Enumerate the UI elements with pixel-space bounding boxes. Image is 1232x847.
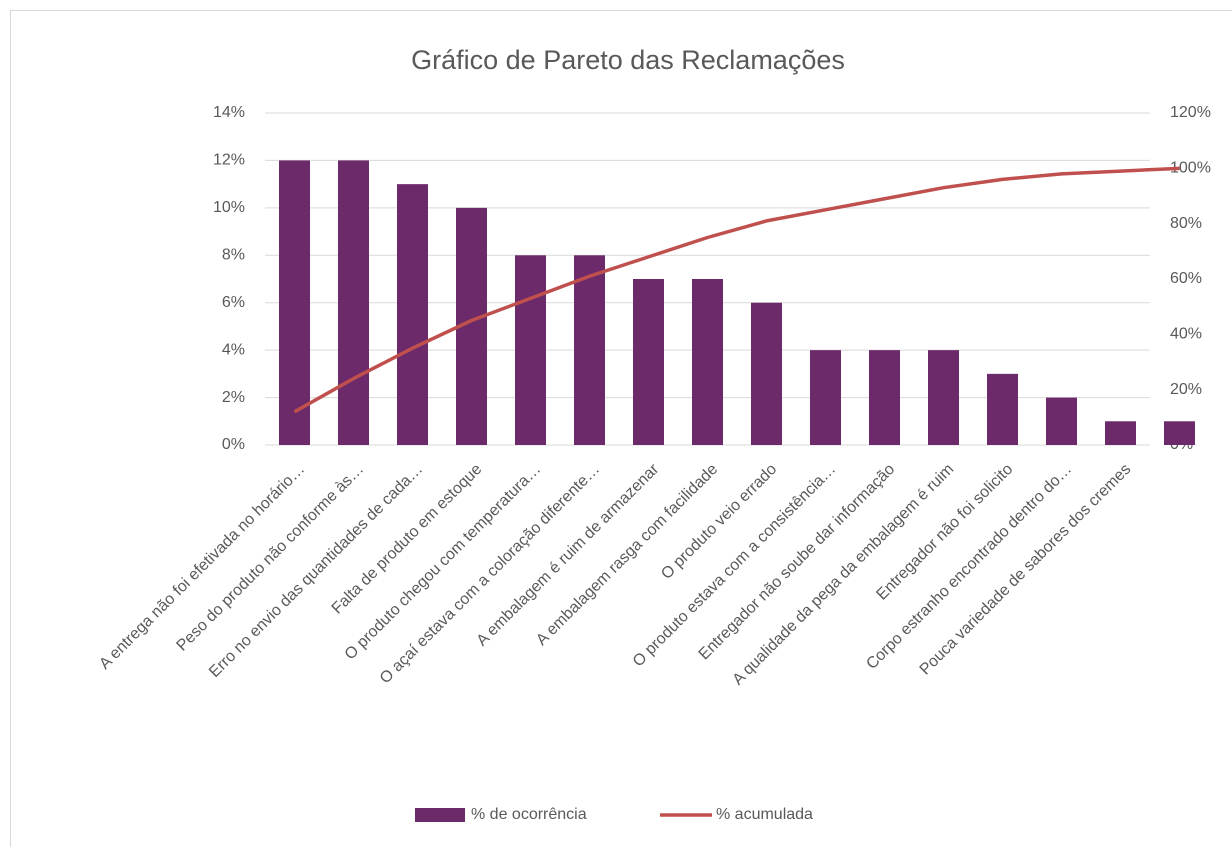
y2-tick-label: 100% [1170,160,1211,177]
y-tick-label: 0% [222,436,245,453]
y-tick-label: 8% [222,247,245,264]
y2-tick-label: 60% [1170,270,1202,287]
y-tick-label: 6% [222,294,245,311]
bar [1046,397,1077,445]
bar [751,302,782,445]
bar [1105,421,1136,445]
y2-tick-label: 40% [1170,326,1202,343]
bar [928,350,959,445]
y-tick-label: 12% [213,152,245,169]
y-tick-label: 4% [222,341,245,358]
y-tick-label: 2% [222,389,245,406]
bar [338,160,369,445]
bar [574,255,605,445]
bar [397,184,428,445]
y2-tick-label: 80% [1170,215,1202,232]
y-tick-label: 10% [213,199,245,216]
legend-label: % de ocorrência [471,806,587,823]
y2-tick-label: 120% [1170,104,1211,121]
legend-label: % acumulada [716,806,813,823]
y2-tick-label: 20% [1170,381,1202,398]
bar [633,279,664,445]
bar [279,160,310,445]
bar [810,350,841,445]
chart-frame [10,10,1232,847]
bar [987,373,1018,445]
bar [515,255,546,445]
chart-title: Gráfico de Pareto das Reclamações [411,45,845,75]
cumulative-line [293,166,1180,414]
bar [692,279,723,445]
bar [1164,421,1195,445]
legend-swatch [415,808,465,822]
y-tick-label: 14% [213,104,245,121]
bar [869,350,900,445]
